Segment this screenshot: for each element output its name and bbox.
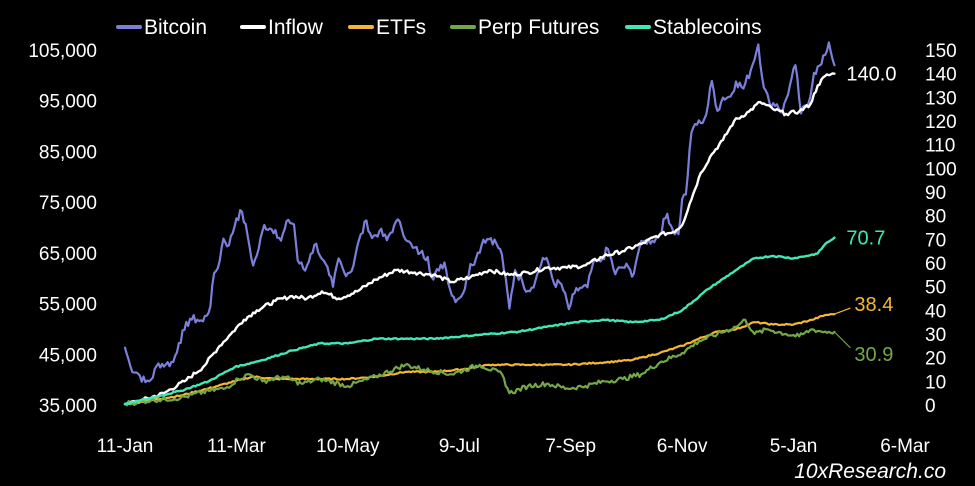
y-right-tick-label: 30 (925, 325, 946, 346)
y-left-tick-label: 55,000 (39, 295, 97, 316)
y-right-tick-label: 0 (925, 396, 936, 417)
y-right-tick-label: 80 (925, 207, 946, 228)
y-left-tick-label: 35,000 (39, 396, 97, 417)
end-label-leader (834, 307, 851, 315)
end-label-inflow: 140.0 (846, 64, 896, 86)
end-label-leader (834, 331, 851, 349)
x-axis: 11-Jan 11-Mar 10-May 9-Jul 7-Sep 6-Nov 5-Jan 6-… (97, 436, 931, 457)
y-right-tick-label: 130 (925, 88, 957, 109)
y-right-tick-label: 100 (925, 159, 957, 180)
x-tick-label: 6-Nov (657, 436, 708, 457)
y-right-tick-label: 110 (925, 136, 955, 157)
watermark: 10xResearch.co (794, 460, 946, 483)
series-line-perp-futures (123, 318, 836, 407)
y-left-tick-label: 45,000 (39, 345, 97, 366)
end-labels: 140.0 70.7 38.4 30.9 (834, 64, 896, 366)
x-tick-label: 11-Mar (207, 436, 266, 457)
y-right-tick-label: 70 (925, 230, 946, 251)
y-right-tick-label: 10 (925, 372, 946, 393)
x-tick-label: 11-Jan (97, 436, 154, 457)
end-label-stablecoins: 70.7 (846, 228, 885, 250)
end-label-etfs: 38.4 (854, 294, 893, 316)
y-right-tick-label: 150 (925, 41, 957, 62)
x-tick-label: 5-Jan (770, 436, 818, 457)
legend-label-etfs: ETFs (376, 16, 426, 39)
y-left-tick-label: 75,000 (39, 193, 97, 214)
y-right-tick-label: 60 (925, 254, 946, 275)
y-axis-left: 35,000 45,000 55,000 65,000 75,000 85,000 95,0… (28, 41, 97, 417)
x-tick-label: 7-Sep (545, 436, 596, 457)
legend-label-stablecoins: Stablecoins (653, 16, 762, 39)
y-left-tick-label: 85,000 (39, 142, 97, 163)
y-left-tick-label: 65,000 (39, 244, 97, 265)
legend-label-inflow: Inflow (268, 16, 324, 39)
series-line-stablecoins (123, 236, 836, 406)
y-right-tick-label: 50 (925, 278, 946, 299)
series-line-bitcoin (123, 41, 836, 384)
y-right-tick-label: 120 (925, 112, 957, 133)
y-left-tick-label: 95,000 (39, 92, 97, 113)
y-right-tick-label: 20 (925, 349, 946, 370)
series-layer (123, 41, 836, 407)
series-line-inflow (123, 72, 836, 406)
x-tick-label: 6-Mar (880, 436, 930, 457)
y-left-tick-label: 105,000 (28, 41, 97, 62)
legend-label-bitcoin: Bitcoin (144, 16, 207, 39)
x-tick-label: 10-May (316, 436, 380, 457)
y-right-tick-label: 90 (925, 183, 946, 204)
legend: Bitcoin Inflow ETFs Perp Futures Stablecoins (116, 16, 762, 39)
y-right-tick-label: 40 (925, 301, 946, 322)
x-tick-label: 9-Jul (439, 436, 480, 457)
end-label-perp-futures: 30.9 (854, 344, 893, 366)
legend-label-perp-futures: Perp Futures (478, 16, 599, 39)
y-right-tick-label: 140 (925, 65, 957, 86)
